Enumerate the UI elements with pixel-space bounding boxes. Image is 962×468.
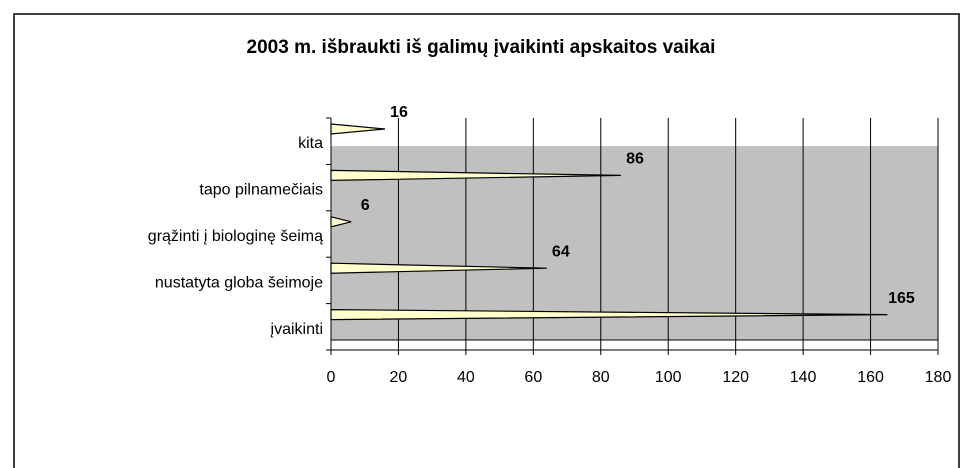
x-tick-label: 160 bbox=[857, 369, 884, 386]
bar bbox=[330, 216, 352, 228]
x-tick-label: 100 bbox=[655, 369, 682, 386]
y-tick-label: grąžinti į biologinę šeimą bbox=[148, 228, 323, 245]
bar bbox=[330, 262, 547, 274]
x-tick-label: 60 bbox=[524, 369, 542, 386]
bar bbox=[330, 169, 622, 182]
bar bbox=[330, 123, 386, 135]
data-label: 6 bbox=[361, 197, 370, 214]
x-tick-label: 80 bbox=[592, 369, 610, 386]
y-tick-label: tapo pilnamečiais bbox=[199, 182, 323, 199]
bar bbox=[330, 308, 888, 321]
y-tick-label: įvaikinti bbox=[271, 321, 323, 338]
x-tick-label: 20 bbox=[390, 369, 408, 386]
y-tick-label: nustatyta globa šeimoje bbox=[155, 274, 323, 291]
data-label: 86 bbox=[626, 151, 644, 168]
data-label: 64 bbox=[552, 243, 570, 260]
y-tick-label: kita bbox=[298, 135, 323, 152]
x-tick-label: 40 bbox=[457, 369, 475, 386]
data-label: 16 bbox=[390, 104, 408, 121]
x-tick-label: 180 bbox=[925, 369, 952, 386]
x-tick-label: 0 bbox=[327, 369, 336, 386]
x-tick-label: 140 bbox=[790, 369, 817, 386]
x-tick-label: 120 bbox=[722, 369, 749, 386]
chart-title: 2003 m. išbraukti iš galimų įvaikinti ap… bbox=[247, 37, 716, 58]
data-label: 165 bbox=[888, 290, 915, 307]
